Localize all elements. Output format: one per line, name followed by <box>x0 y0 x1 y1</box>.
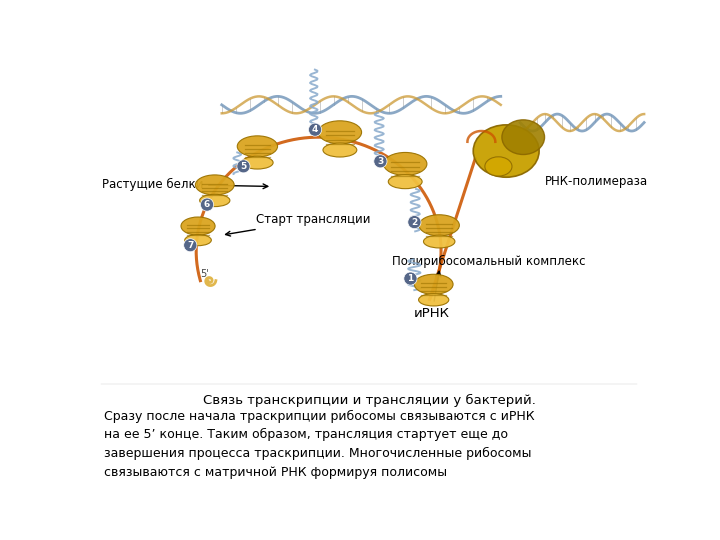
Ellipse shape <box>388 174 422 188</box>
Ellipse shape <box>242 156 273 169</box>
Text: 5': 5' <box>200 269 209 279</box>
Text: 7: 7 <box>187 241 194 249</box>
Text: РНК-полимераза: РНК-полимераза <box>545 176 648 188</box>
Circle shape <box>200 198 214 211</box>
Ellipse shape <box>238 136 277 157</box>
Ellipse shape <box>502 120 544 154</box>
Ellipse shape <box>423 235 455 248</box>
Ellipse shape <box>418 294 449 306</box>
Circle shape <box>237 160 250 173</box>
Text: иРНК: иРНК <box>414 271 450 320</box>
Text: 3: 3 <box>377 157 384 166</box>
Text: Сразу после начала траскрипции рибосомы связываются с иРНК
на ее 5’ конце. Таким: Сразу после начала траскрипции рибосомы … <box>104 410 534 478</box>
Text: Связь транскрипции и трансляции у бактерий.: Связь транскрипции и трансляции у бактер… <box>202 394 536 408</box>
Ellipse shape <box>195 175 234 195</box>
Circle shape <box>374 155 387 168</box>
Ellipse shape <box>485 157 512 176</box>
Circle shape <box>308 123 322 136</box>
Ellipse shape <box>419 215 459 236</box>
Text: Растущие белки: Растущие белки <box>102 178 268 191</box>
Ellipse shape <box>323 143 357 157</box>
Circle shape <box>184 239 197 252</box>
Ellipse shape <box>181 217 215 235</box>
Text: 4: 4 <box>312 125 318 134</box>
Ellipse shape <box>318 121 361 144</box>
Ellipse shape <box>185 234 212 246</box>
Ellipse shape <box>414 274 453 294</box>
Circle shape <box>404 272 417 285</box>
Text: 1: 1 <box>408 274 413 283</box>
Circle shape <box>408 215 421 228</box>
Text: Полирибосомальный комплекс: Полирибосомальный комплекс <box>392 254 586 268</box>
Ellipse shape <box>199 194 230 207</box>
Text: 5: 5 <box>240 162 246 171</box>
Text: 6: 6 <box>204 200 210 209</box>
Text: Старт трансляции: Старт трансляции <box>225 213 371 236</box>
Ellipse shape <box>473 125 539 177</box>
Text: 2: 2 <box>411 218 418 227</box>
Ellipse shape <box>384 152 427 176</box>
